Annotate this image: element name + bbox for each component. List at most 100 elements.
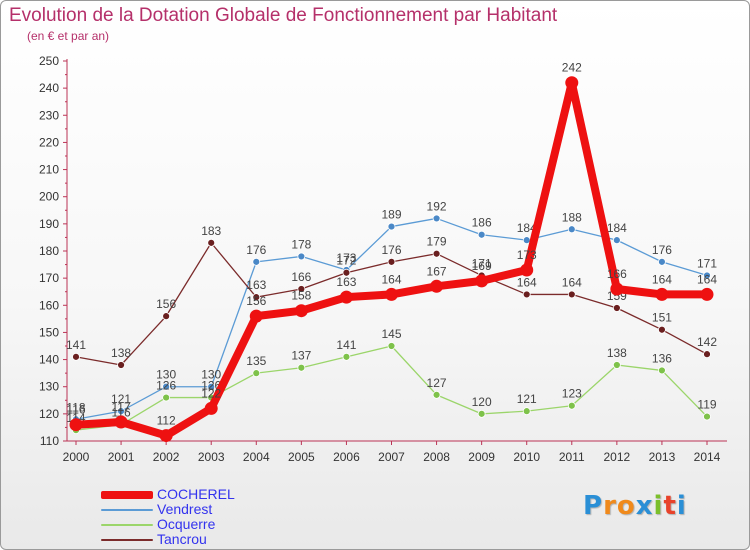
data-point-vendrest <box>477 230 486 239</box>
y-tick-label: 110 <box>40 434 59 448</box>
y-tick-label: 240 <box>39 81 59 95</box>
data-point-ocquerre <box>522 407 531 416</box>
data-point-tancrou <box>703 350 711 359</box>
chart-legend: COCHEREL Vendrest Ocquerre Tancrou <box>101 487 235 547</box>
data-point-tancrou <box>612 304 621 312</box>
data-point-tancrou <box>117 361 125 369</box>
data-point-cocherel <box>204 401 218 415</box>
data-label-vendrest: 184 <box>607 221 627 235</box>
legend-swatch <box>101 523 153 526</box>
y-tick-label: 250 <box>39 54 59 68</box>
data-point-cocherel <box>159 429 173 443</box>
data-point-cocherel <box>655 287 669 301</box>
logo-letter: P <box>583 491 604 521</box>
data-label-vendrest: 186 <box>472 216 492 230</box>
data-label-ocquerre: 145 <box>381 327 401 341</box>
data-label-cocherel: 163 <box>336 275 356 289</box>
legend-item-cocherel: COCHEREL <box>101 487 235 502</box>
x-tick-label: 2013 <box>649 450 676 464</box>
data-label-vendrest: 121 <box>111 392 131 406</box>
data-label-cocherel: 173 <box>517 248 537 262</box>
data-label-tancrou: 156 <box>156 297 176 311</box>
data-label-ocquerre: 141 <box>336 338 356 352</box>
data-label-tancrou: 163 <box>246 278 266 292</box>
data-point-cocherel <box>565 76 579 90</box>
x-tick-label: 2007 <box>378 450 405 464</box>
data-point-ocquerre <box>297 363 306 372</box>
legend-label: Ocquerre <box>157 516 216 532</box>
y-tick-label: 190 <box>39 217 59 231</box>
x-tick-label: 2001 <box>108 450 135 464</box>
data-point-tancrou <box>522 290 531 299</box>
logo-letter: i <box>653 491 664 521</box>
x-tick-label: 2000 <box>63 450 90 464</box>
data-point-cocherel <box>69 418 83 432</box>
data-point-ocquerre <box>432 390 441 399</box>
data-label-cocherel: 112 <box>157 414 176 428</box>
data-label-ocquerre: 136 <box>652 351 672 365</box>
data-point-cocherel <box>430 279 444 293</box>
data-point-cocherel <box>610 282 624 296</box>
data-label-cocherel: 122 <box>201 386 221 400</box>
data-point-vendrest <box>387 222 396 231</box>
legend-item-ocquerre: Ocquerre <box>101 517 235 532</box>
data-point-ocquerre <box>252 369 261 378</box>
legend-label: COCHEREL <box>157 486 235 502</box>
logo-letter: i <box>676 491 687 521</box>
data-label-tancrou: 172 <box>336 254 356 268</box>
data-point-ocquerre <box>387 342 396 350</box>
data-label-cocherel: 158 <box>291 289 311 303</box>
data-point-tancrou <box>387 257 396 266</box>
data-label-ocquerre: 135 <box>246 354 266 368</box>
data-label-cocherel: 164 <box>697 272 717 286</box>
y-tick-label: 130 <box>39 380 59 394</box>
data-point-tancrou <box>162 312 171 321</box>
data-label-vendrest: 176 <box>652 243 672 257</box>
data-label-tancrou: 141 <box>66 338 86 352</box>
data-label-vendrest: 118 <box>66 400 85 414</box>
legend-label: Vendrest <box>157 501 213 517</box>
data-point-tancrou <box>342 268 351 277</box>
data-point-cocherel <box>475 274 489 288</box>
data-label-tancrou: 164 <box>517 275 537 289</box>
data-point-tancrou <box>207 238 216 247</box>
data-point-vendrest <box>658 257 666 266</box>
data-point-ocquerre <box>612 361 621 369</box>
data-label-cocherel: 156 <box>246 294 266 308</box>
data-point-vendrest <box>703 271 711 280</box>
data-point-ocquerre <box>703 412 711 421</box>
y-tick-label: 200 <box>39 190 59 204</box>
data-label-ocquerre: 121 <box>517 392 537 406</box>
data-label-ocquerre: 126 <box>156 379 176 393</box>
data-point-cocherel <box>520 263 534 277</box>
data-point-tancrou <box>297 285 306 293</box>
y-tick-label: 180 <box>39 244 59 258</box>
data-point-tancrou <box>432 249 441 258</box>
data-label-cocherel: 167 <box>427 264 447 278</box>
data-label-vendrest: 171 <box>697 256 717 270</box>
data-label-tancrou: 138 <box>111 346 131 360</box>
data-point-tancrou <box>658 325 666 334</box>
data-label-ocquerre: 137 <box>291 349 311 363</box>
data-point-tancrou <box>252 293 261 302</box>
y-tick-label: 150 <box>39 325 59 339</box>
data-point-vendrest <box>297 252 306 261</box>
data-label-vendrest: 130 <box>156 368 176 382</box>
legend-swatch <box>101 508 153 511</box>
data-label-tancrou: 164 <box>562 275 582 289</box>
y-tick-label: 120 <box>39 407 59 421</box>
legend-swatch <box>101 490 153 499</box>
data-point-vendrest <box>567 225 576 234</box>
data-label-ocquerre: 123 <box>562 387 582 401</box>
x-tick-label: 2014 <box>694 450 721 464</box>
data-label-vendrest: 173 <box>336 251 356 265</box>
legend-item-tancrou: Tancrou <box>101 532 235 547</box>
data-label-cocherel: 164 <box>652 272 672 286</box>
data-label-tancrou: 166 <box>291 270 311 284</box>
data-label-tancrou: 179 <box>427 235 447 249</box>
data-label-vendrest: 189 <box>381 208 401 222</box>
legend-swatch <box>101 538 153 541</box>
data-label-vendrest: 130 <box>201 368 221 382</box>
data-point-vendrest <box>522 236 531 245</box>
